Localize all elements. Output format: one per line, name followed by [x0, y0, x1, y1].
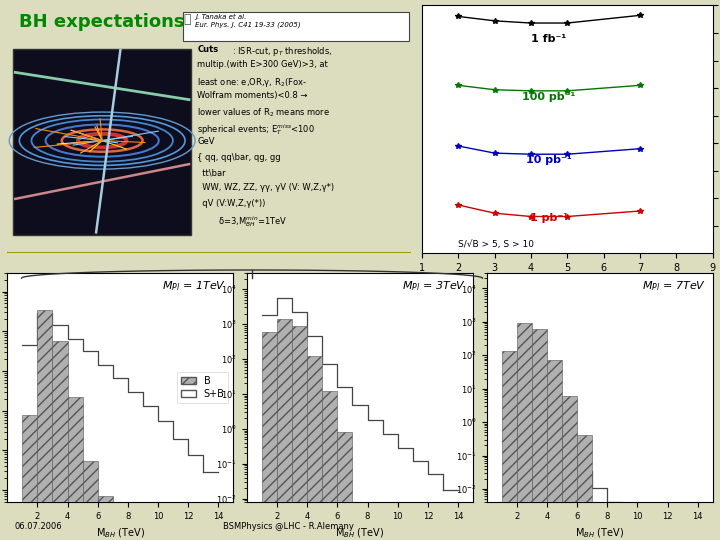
Legend: B, S+B: B, S+B: [177, 372, 228, 403]
Text: 06.07.2006: 06.07.2006: [14, 522, 62, 531]
Bar: [262, 332, 277, 540]
Bar: [323, 392, 338, 540]
Text: M$_{Pl}$ = 7TeV: M$_{Pl}$ = 7TeV: [642, 279, 706, 293]
X-axis label: M$_{BH}$ (TeV): M$_{BH}$ (TeV): [96, 526, 145, 540]
Text: Wolfram moments)<0.8 →: Wolfram moments)<0.8 →: [197, 91, 307, 100]
Text: δ=3,M$_{BH}^{min}$=1TeV: δ=3,M$_{BH}^{min}$=1TeV: [197, 214, 287, 229]
Bar: [502, 352, 517, 540]
Text: Cuts: Cuts: [197, 45, 218, 54]
Bar: [338, 433, 353, 540]
Text: multip.(with E>300 GeV)>3, at: multip.(with E>300 GeV)>3, at: [197, 60, 328, 70]
Text: ⛹: ⛹: [184, 12, 191, 25]
Bar: [547, 361, 562, 540]
Text: 1 fb⁻¹: 1 fb⁻¹: [531, 34, 567, 44]
Text: 100 pb⁻¹: 100 pb⁻¹: [523, 92, 576, 102]
Text: lower values of R$_2$ means more: lower values of R$_2$ means more: [197, 106, 330, 119]
Text: Eur. Phys. J. C41 19-33 (2005): Eur. Phys. J. C41 19-33 (2005): [195, 22, 301, 28]
X-axis label: M$_{BH}$ (TeV): M$_{BH}$ (TeV): [575, 526, 624, 540]
Text: GeV: GeV: [197, 137, 215, 146]
Text: WW, WZ, ZZ, γγ, γV (V: W,Z,γ*): WW, WZ, ZZ, γγ, γV (V: W,Z,γ*): [197, 184, 334, 192]
Text: J. Tanaka et al.: J. Tanaka et al.: [195, 14, 246, 20]
FancyBboxPatch shape: [183, 11, 410, 42]
Bar: [577, 435, 592, 540]
Text: BH expectations ir: BH expectations ir: [19, 13, 206, 31]
Text: S/√B > 5, S > 10: S/√B > 5, S > 10: [458, 240, 534, 249]
Bar: [37, 309, 53, 540]
Text: least one: e,OR,γ, R$_2$(Fox-: least one: e,OR,γ, R$_2$(Fox-: [197, 76, 307, 89]
FancyBboxPatch shape: [5, 3, 413, 253]
Text: M$_{Pl}$ = 3TeV: M$_{Pl}$ = 3TeV: [402, 279, 467, 293]
Bar: [307, 356, 323, 540]
Bar: [22, 415, 37, 540]
Text: BSMPhysics @LHC - R.Alemany: BSMPhysics @LHC - R.Alemany: [222, 522, 354, 531]
Bar: [292, 326, 307, 540]
Text: spherical events; E$_T^{miss}$<100: spherical events; E$_T^{miss}$<100: [197, 122, 315, 137]
Text: : ISR-cut, p$_T$ thresholds,: : ISR-cut, p$_T$ thresholds,: [232, 45, 332, 58]
Text: 1 pb⁻¹: 1 pb⁻¹: [530, 213, 568, 223]
Bar: [68, 397, 83, 540]
Text: { qq, qq\bar, qg, gg: { qq, qq\bar, qg, gg: [197, 153, 281, 162]
X-axis label: δ: δ: [563, 279, 572, 293]
Text: qV (V:W,Z,γ(*)): qV (V:W,Z,γ(*)): [197, 199, 266, 208]
Bar: [53, 341, 68, 540]
Text: 10 pb⁻¹: 10 pb⁻¹: [526, 155, 572, 165]
Text: tt\bar: tt\bar: [197, 168, 226, 177]
Bar: [517, 323, 532, 540]
Bar: [532, 329, 547, 540]
Bar: [277, 319, 292, 540]
Bar: [562, 396, 577, 540]
X-axis label: M$_{BH}$ (TeV): M$_{BH}$ (TeV): [336, 526, 384, 540]
Bar: [98, 496, 113, 540]
FancyBboxPatch shape: [13, 49, 191, 235]
Bar: [83, 461, 98, 540]
Text: M$_{Pl}$ = 1TeV: M$_{Pl}$ = 1TeV: [162, 279, 227, 293]
